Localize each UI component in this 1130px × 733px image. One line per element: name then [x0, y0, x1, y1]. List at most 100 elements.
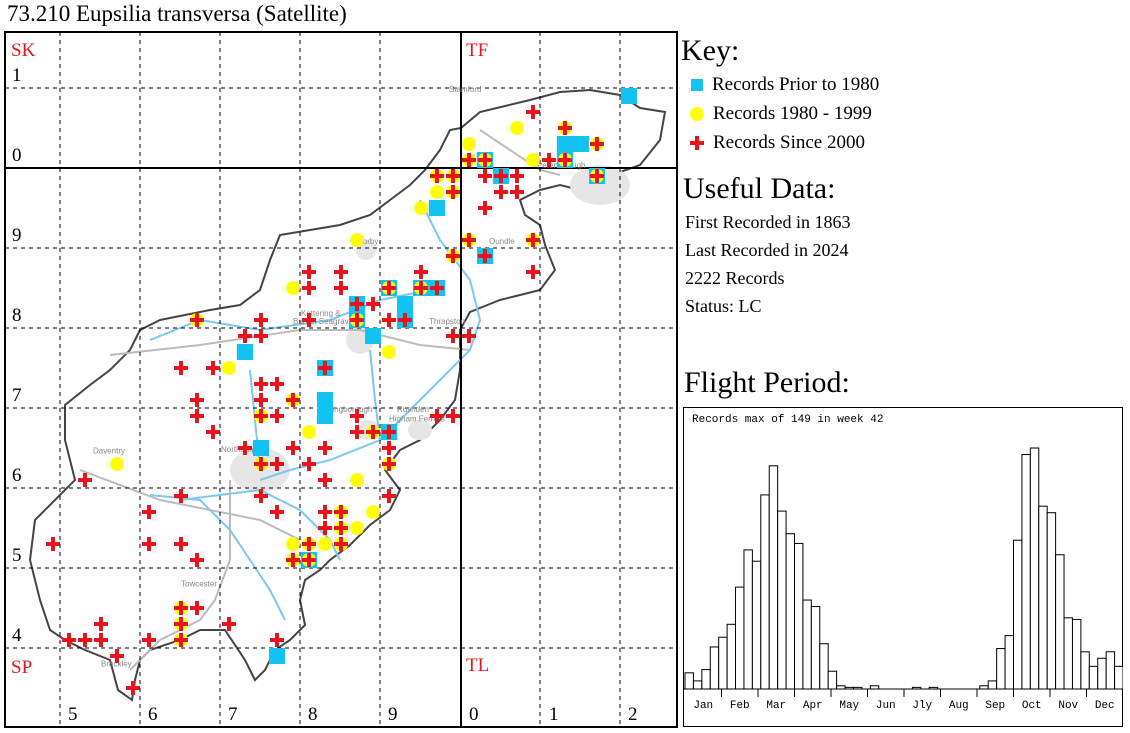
record-since-2000-marker — [302, 553, 316, 567]
northing-label: 8 — [12, 305, 22, 326]
week-bar — [1097, 657, 1107, 690]
record-since-2000-marker — [478, 249, 492, 263]
square-label-sp: SP — [11, 657, 32, 678]
record-since-2000-marker — [254, 457, 268, 471]
record-prior-1980-marker — [573, 136, 589, 152]
useful-data-heading: Useful Data: — [683, 172, 836, 205]
northing-label: 0 — [12, 145, 22, 166]
record-since-2000-marker — [334, 505, 348, 519]
week-bar — [802, 599, 812, 690]
easting-label: 6 — [148, 704, 158, 725]
town-label: Thrapston — [429, 317, 465, 326]
easting-label: 0 — [469, 704, 479, 725]
week-bar — [1055, 554, 1065, 690]
record-since-2000-marker — [190, 409, 204, 423]
week-bar — [794, 542, 804, 690]
record-since-2000-marker — [302, 281, 316, 295]
record-since-2000-marker — [270, 409, 284, 423]
record-since-2000-marker — [254, 409, 268, 423]
town-label: Oundle — [489, 237, 515, 246]
record-since-2000-marker — [590, 137, 604, 151]
record-since-2000-marker — [478, 201, 492, 215]
easting-label: 8 — [308, 704, 318, 725]
record-since-2000-marker — [126, 681, 140, 695]
record-since-2000-marker — [558, 121, 572, 135]
record-since-2000-marker — [94, 633, 108, 647]
week-bar — [1071, 618, 1082, 690]
record-since-2000-marker — [382, 425, 396, 439]
record-since-2000-marker — [78, 473, 92, 487]
last-recorded: Last Recorded in 2024 — [685, 240, 849, 260]
record-1980-1999-marker — [382, 345, 396, 359]
record-prior-1980-marker — [317, 392, 333, 408]
record-since-2000-marker — [462, 153, 476, 167]
month-label: Aug — [949, 700, 969, 712]
record-since-2000-marker — [302, 265, 316, 279]
record-since-2000-marker — [174, 537, 188, 551]
first-recorded: First Recorded in 1863 — [685, 212, 851, 232]
record-since-2000-marker — [302, 457, 316, 471]
record-1980-1999-marker — [350, 233, 364, 247]
record-prior-1980-marker — [365, 328, 381, 344]
record-since-2000-marker — [542, 153, 556, 167]
record-since-2000-marker — [446, 409, 460, 423]
month-label: Jan — [693, 700, 713, 712]
record-since-2000-marker — [446, 169, 460, 183]
record-since-2000-marker — [142, 537, 156, 551]
record-since-2000-marker — [526, 105, 540, 119]
week-bar — [684, 672, 694, 690]
record-1980-1999-marker — [350, 521, 364, 535]
week-bar — [718, 636, 728, 690]
record-prior-1980-marker — [269, 648, 285, 664]
record-since-2000-marker — [318, 473, 332, 487]
record-since-2000-marker — [254, 329, 268, 343]
record-since-2000-marker — [382, 313, 396, 327]
cyan-square-icon — [691, 79, 703, 91]
northing-label: 9 — [12, 225, 22, 246]
record-since-2000-marker — [286, 553, 300, 567]
record-since-2000-marker — [142, 633, 156, 647]
month-label: Feb — [730, 700, 750, 712]
record-prior-1980-marker — [237, 344, 253, 360]
week-bar — [785, 533, 795, 690]
key-label: Records 1980 - 1999 — [713, 103, 872, 124]
key-item-1980-1999: Records 1980 - 1999 — [690, 103, 872, 125]
record-1980-1999-marker — [350, 473, 364, 487]
month-label: Jly — [912, 700, 932, 712]
record-since-2000-marker — [142, 505, 156, 519]
record-since-2000-marker — [318, 361, 332, 375]
record-since-2000-marker — [494, 185, 508, 199]
record-since-2000-marker — [206, 425, 220, 439]
week-bar — [760, 494, 770, 690]
easting-label: 1 — [549, 704, 559, 725]
key-item-prior-1980: Records Prior to 1980 — [690, 74, 879, 96]
week-bar — [996, 648, 1006, 690]
record-since-2000-marker — [174, 617, 188, 631]
record-since-2000-marker — [334, 281, 348, 295]
record-since-2000-marker — [334, 265, 348, 279]
record-since-2000-marker — [270, 633, 284, 647]
record-since-2000-marker — [510, 169, 524, 183]
week-bar — [1105, 651, 1116, 690]
week-bar — [735, 586, 745, 690]
week-bar — [1063, 617, 1073, 690]
record-since-2000-marker — [478, 153, 492, 167]
key-label: Records Since 2000 — [713, 132, 865, 153]
grid-labels: SK TF SP TL 1 0 9 8 7 6 5 4 5 6 7 8 9 0 … — [11, 40, 638, 725]
record-since-2000-marker — [398, 313, 412, 327]
map-frame — [4, 31, 678, 728]
record-since-2000-marker — [430, 409, 444, 423]
record-1980-1999-marker — [462, 137, 476, 151]
record-since-2000-marker — [286, 393, 300, 407]
record-1980-1999-marker — [366, 505, 380, 519]
easting-label: 5 — [68, 704, 78, 725]
record-1980-1999-marker — [526, 153, 540, 167]
town-label: Higham Ferrers — [389, 415, 445, 424]
week-bar — [1013, 539, 1023, 690]
record-since-2000-marker — [526, 233, 540, 247]
record-prior-1980-marker — [253, 440, 269, 456]
record-since-2000-marker — [366, 297, 380, 311]
week-bar — [743, 549, 753, 690]
record-since-2000-marker — [174, 601, 188, 615]
record-1980-1999-marker — [286, 281, 300, 295]
